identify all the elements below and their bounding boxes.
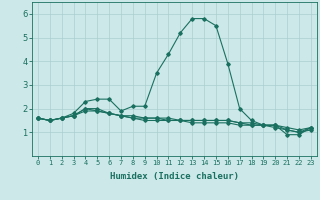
- X-axis label: Humidex (Indice chaleur): Humidex (Indice chaleur): [110, 172, 239, 181]
